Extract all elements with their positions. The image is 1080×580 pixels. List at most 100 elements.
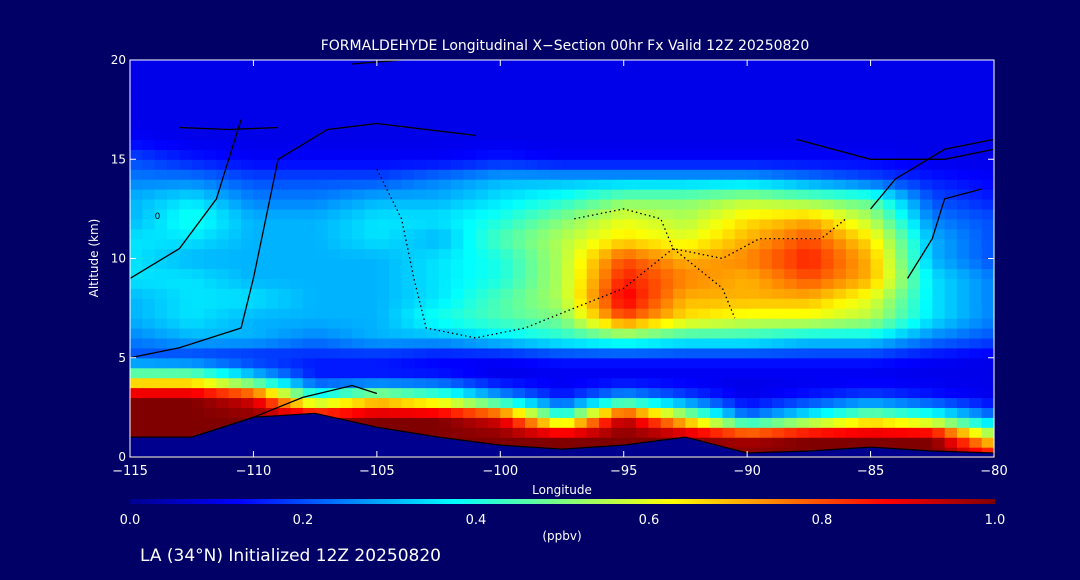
heatmap-cell [697,427,711,438]
heatmap-cell [599,60,612,71]
heatmap-cell [438,228,452,240]
heatmap-cell [426,208,440,220]
heatmap-cell [710,248,724,260]
heatmap-cell [327,198,341,210]
heatmap-cell [648,308,662,319]
heatmap-cell [487,129,501,140]
heatmap-cell [142,169,156,180]
heatmap-cell [821,139,835,150]
heatmap-cell [512,149,526,160]
heatmap-cell [722,417,736,428]
heatmap-cell [858,139,872,150]
heatmap-cell [648,327,662,339]
heatmap-cell [487,89,501,101]
heatmap-cell [907,337,921,349]
heatmap-cell [870,208,884,220]
heatmap-cell [500,169,514,180]
heatmap-cell [944,337,958,349]
heatmap-cell [833,407,847,418]
heatmap-cell [389,407,403,418]
heatmap-cell [969,179,983,190]
contour-line [870,138,995,210]
heatmap-cell [549,179,563,190]
heatmap-cell [673,308,687,319]
heatmap-cell [796,347,810,359]
heatmap-cell [339,99,353,111]
heatmap-cell [969,327,983,339]
heatmap-cell [944,417,958,428]
heatmap-cell [154,119,168,131]
heatmap-cell [833,169,847,180]
heatmap-cell [895,347,909,359]
heatmap-cell [228,327,242,339]
heatmap-cell [697,397,711,408]
heatmap-cell [710,189,724,200]
heatmap-cell [784,149,798,160]
heatmap-cell [919,129,933,140]
heatmap-cell [191,318,205,329]
heatmap-cell [364,308,378,319]
heatmap-cell [747,397,761,408]
heatmap-cell [142,109,156,121]
heatmap-cell [179,298,193,309]
heatmap-cell [241,198,255,210]
heatmap-cell [870,327,884,339]
heatmap-cell [932,248,946,260]
heatmap-cell [463,99,477,111]
heatmap-cell [759,99,773,111]
heatmap-cell [327,139,341,150]
heatmap-cell [734,139,748,150]
heatmap-cell [784,357,798,369]
heatmap-cell [599,208,612,220]
heatmap-cell [648,109,662,121]
heatmap-cell [450,377,464,389]
heatmap-cell [845,347,859,359]
heatmap-cell [784,129,798,140]
heatmap-cell [401,159,415,170]
heatmap-cell [808,258,822,270]
heatmap-cell [623,79,637,91]
heatmap-cell [895,397,909,408]
heatmap-cell [623,129,637,140]
heatmap-cell [228,129,242,140]
contour-line [129,119,242,279]
heatmap-cell [796,318,810,329]
heatmap-cell [524,228,538,240]
heatmap-cell [845,228,859,240]
heatmap-cell [858,278,872,289]
heatmap-cell [142,149,156,160]
heatmap-cell [253,159,267,170]
heatmap-cell [882,238,896,250]
heatmap-cell [673,417,687,428]
heatmap-cell [833,288,847,299]
heatmap-cell [685,208,699,220]
heatmap-cell [352,79,366,91]
heatmap-cell [586,318,600,329]
heatmap-cell [426,288,440,299]
heatmap-cell [376,347,390,359]
heatmap-cell [438,159,452,170]
heatmap-cell [858,318,872,329]
heatmap-cell [290,89,304,101]
heatmap-cell [845,387,859,399]
heatmap-cell [648,159,662,170]
heatmap-cell [956,318,970,329]
heatmap-cell [697,238,711,250]
heatmap-cell [154,228,168,240]
heatmap-cell [278,367,292,379]
heatmap-cell [734,367,748,379]
heatmap-cell [870,129,884,140]
heatmap-cell [932,258,946,270]
heatmap-cell [710,308,724,319]
heatmap-cell [352,129,366,140]
heatmap-cell [389,99,403,111]
heatmap-cell [167,367,180,379]
heatmap-cell [339,218,353,230]
heatmap-cell [167,189,180,200]
heatmap-cell [191,337,205,349]
heatmap-cell [413,238,427,250]
heatmap-cell [278,60,292,71]
heatmap-cell [697,189,711,200]
heatmap-cell [722,139,736,150]
heatmap-cell [734,79,748,91]
